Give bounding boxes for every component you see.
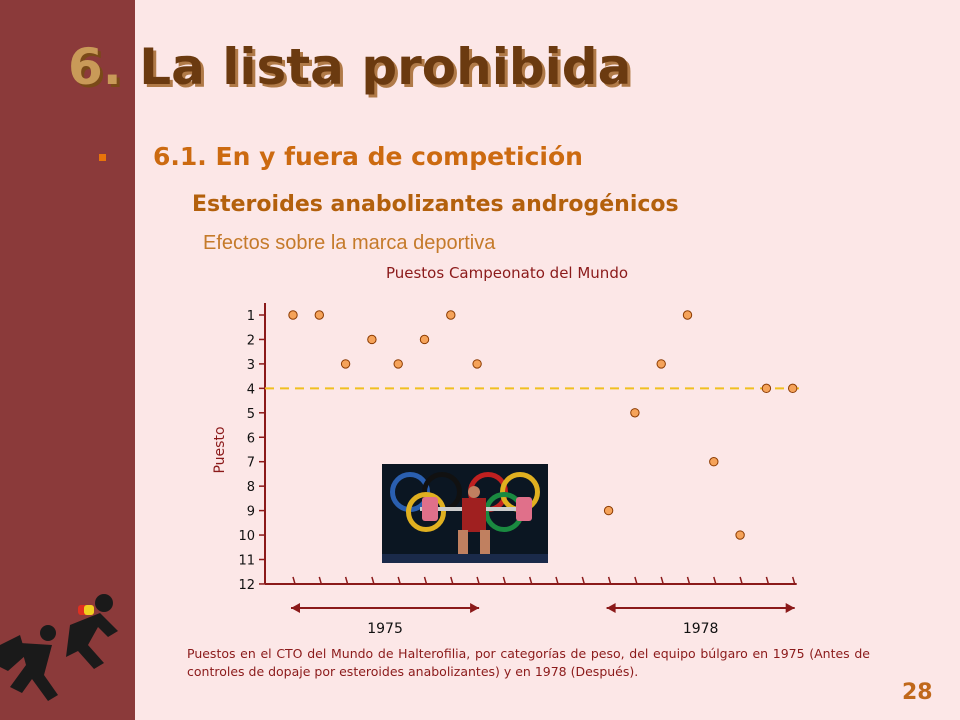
data-point [630, 408, 640, 418]
bracket-arrow-right [470, 603, 480, 613]
bracket-arrow-left [606, 603, 616, 613]
data-point [419, 334, 430, 345]
group-label: 1978 [683, 621, 719, 637]
data-point [682, 310, 693, 320]
y-tick-label: 8 [247, 480, 255, 495]
y-tick-label: 2 [247, 333, 255, 348]
data-point [761, 383, 772, 394]
x-tick-mark [318, 576, 323, 585]
x-tick-mark [660, 576, 664, 585]
page-number: 28 [902, 680, 933, 705]
data-point [603, 505, 614, 516]
x-tick-mark [555, 576, 559, 585]
bracket-arrow-left [291, 603, 300, 613]
x-tick-mark [791, 576, 796, 585]
x-tick-mark [713, 576, 717, 585]
y-axis-label: Puesto [212, 426, 228, 473]
x-tick-mark [371, 576, 375, 585]
data-point [288, 310, 298, 320]
x-tick-mark [292, 576, 296, 585]
data-point [472, 359, 482, 369]
y-tick-label: 5 [247, 407, 255, 422]
y-tick-label: 1 [247, 309, 255, 324]
topic-heading: Efectos sobre la marca deportiva [203, 232, 496, 254]
data-point [446, 310, 456, 320]
x-tick-mark [528, 576, 533, 585]
y-tick-label: 7 [247, 456, 255, 471]
y-tick-label: 6 [247, 431, 255, 446]
x-tick-mark [634, 576, 638, 585]
data-point [367, 334, 377, 345]
group-label: 1975 [367, 621, 403, 637]
y-tick-label: 4 [247, 382, 255, 397]
data-point [788, 383, 798, 394]
x-tick-mark [686, 576, 691, 585]
bullet-square [99, 154, 106, 161]
section-heading: 6.1. En y fuera de competición [153, 142, 583, 171]
x-tick-mark [739, 576, 743, 585]
x-tick-mark [581, 576, 586, 585]
data-point [735, 530, 745, 540]
data-point [709, 457, 719, 467]
x-tick-mark [765, 576, 770, 585]
y-tick-label: 11 [238, 554, 255, 569]
x-tick-mark [476, 576, 480, 585]
subsection-heading: Esteroides anabolizantes androgénicos [192, 192, 679, 217]
slide-title: 6. La lista prohibida [68, 38, 631, 96]
y-tick-label: 3 [247, 358, 255, 373]
y-tick-label: 10 [238, 529, 255, 544]
data-point [340, 359, 351, 369]
title-number: 6. [68, 38, 122, 96]
x-tick-mark [502, 576, 507, 585]
x-tick-mark [423, 576, 428, 585]
chart-caption: Puestos en el CTO del Mundo de Halterofi… [187, 646, 870, 679]
y-tick-label: 12 [238, 578, 255, 593]
title-text: La lista prohibida [139, 38, 632, 96]
y-tick-label: 9 [247, 505, 255, 520]
bracket-arrow-right [785, 603, 795, 613]
data-point [656, 359, 666, 369]
sport-figures-logo [0, 594, 118, 701]
x-tick-mark [450, 576, 454, 585]
data-point [314, 310, 324, 320]
x-tick-mark [397, 576, 401, 585]
x-tick-mark [344, 576, 349, 585]
sidebar-band [0, 0, 135, 720]
x-tick-mark [607, 576, 612, 585]
chart-title: Puestos Campeonato del Mundo [386, 264, 628, 282]
data-point [393, 359, 403, 369]
weightlifter-photo [382, 464, 548, 563]
